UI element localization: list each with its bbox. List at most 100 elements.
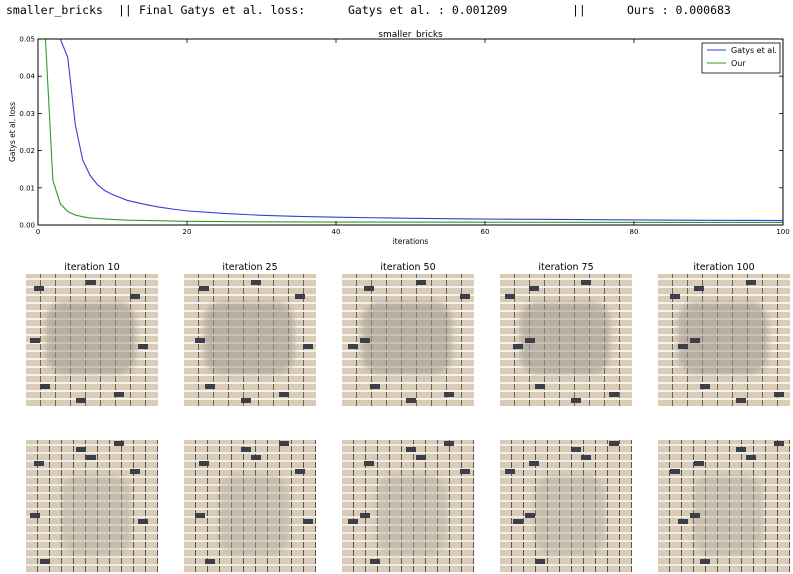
x-axis-label: iterations (393, 237, 429, 246)
blurred-region (362, 302, 452, 374)
header-final-label: Final Gatys et al. loss: (139, 3, 306, 17)
dark-brick (535, 384, 545, 389)
synthesized-texture-ours (184, 440, 316, 572)
dark-brick (700, 384, 710, 389)
x-tick-label: 40 (332, 228, 341, 236)
dark-brick (746, 280, 756, 285)
dark-brick (774, 392, 784, 397)
dark-brick (609, 392, 619, 397)
dark-brick (205, 384, 215, 389)
legend-label: Gatys et al. (731, 46, 777, 55)
plot-frame (37, 38, 784, 226)
dark-brick (360, 513, 370, 518)
dark-brick (40, 384, 50, 389)
x-tick-label: 0 (36, 228, 40, 236)
dark-brick (86, 280, 96, 285)
dark-brick (130, 294, 140, 299)
synthesized-texture-gatys (26, 274, 158, 406)
blurred-region (693, 475, 763, 555)
y-axis-label: Gatys et al. loss (8, 102, 17, 162)
dark-brick (251, 455, 261, 460)
result-header: smaller_bricks || Final Gatys et al. los… (6, 2, 786, 18)
iteration-title: iteration 100 (693, 262, 755, 273)
iteration-title: iteration 10 (64, 262, 120, 273)
dark-brick (86, 455, 96, 460)
dark-brick (241, 447, 251, 452)
dark-brick (581, 455, 591, 460)
dark-brick (505, 469, 515, 474)
iteration-title: iteration 25 (222, 262, 278, 273)
synthesized-texture-ours (342, 440, 474, 572)
synthesized-texture-gatys (658, 274, 790, 406)
dark-brick (241, 398, 251, 403)
dark-brick (76, 398, 86, 403)
dark-brick (114, 392, 124, 397)
y-tick-label: 0.02 (19, 147, 35, 155)
dark-brick (460, 294, 470, 299)
dark-brick (295, 294, 305, 299)
y-tick-label: 0.00 (19, 222, 35, 230)
blurred-region (520, 302, 610, 374)
header-gatys-value: Gatys et al. : 0.001209 (348, 3, 508, 17)
header-separator-2: || (572, 3, 586, 17)
loss-chart: smaller_bricks iterations Gatys et al. l… (8, 30, 790, 246)
y-tick-label: 0.04 (19, 73, 35, 81)
header-ours-value: Ours : 0.000683 (627, 3, 731, 17)
dark-brick (303, 344, 313, 349)
dark-brick (571, 398, 581, 403)
dark-brick (529, 286, 539, 291)
dark-brick (34, 461, 44, 466)
dark-brick (130, 469, 140, 474)
dark-brick (195, 513, 205, 518)
dark-brick (535, 559, 545, 564)
dark-brick (525, 338, 535, 343)
dark-brick (279, 441, 289, 446)
dark-brick (406, 447, 416, 452)
dark-brick (348, 519, 358, 524)
dark-brick (364, 461, 374, 466)
dark-brick (525, 513, 535, 518)
dark-brick (505, 294, 515, 299)
dark-brick (690, 513, 700, 518)
dark-brick (416, 280, 426, 285)
header-texture-name: smaller_bricks (6, 3, 103, 17)
blurred-region (204, 302, 294, 374)
dark-brick (700, 559, 710, 564)
dark-brick (416, 455, 426, 460)
blurred-region (46, 302, 136, 374)
synthesized-texture-ours (26, 440, 158, 572)
dark-brick (694, 461, 704, 466)
series-line-ours (44, 39, 783, 224)
dark-brick (513, 519, 523, 524)
blurred-region (219, 475, 289, 555)
dark-brick (406, 398, 416, 403)
iteration-title: iteration 75 (538, 262, 594, 273)
dark-brick (513, 344, 523, 349)
x-tick-label: 80 (630, 228, 639, 236)
y-tick-label: 0.03 (19, 110, 35, 118)
dark-brick (736, 447, 746, 452)
x-tick-label: 100 (776, 228, 789, 236)
dark-brick (370, 559, 380, 564)
synthesized-texture-ours (658, 440, 790, 572)
chart-title: smaller_bricks (378, 30, 443, 40)
dark-brick (205, 559, 215, 564)
dark-brick (195, 338, 205, 343)
synthesized-texture-ours (500, 440, 632, 572)
dark-brick (30, 513, 40, 518)
dark-brick (609, 441, 619, 446)
dark-brick (444, 441, 454, 446)
series-line-gatys (59, 39, 783, 222)
dark-brick (251, 280, 261, 285)
dark-brick (746, 455, 756, 460)
iteration-title: iteration 50 (380, 262, 436, 273)
dark-brick (694, 286, 704, 291)
y-tick-label: 0.05 (19, 36, 35, 44)
dark-brick (581, 280, 591, 285)
header-separator: || (118, 3, 132, 17)
dark-brick (114, 441, 124, 446)
synthesized-texture-gatys (500, 274, 632, 406)
dark-brick (199, 461, 209, 466)
dark-brick (670, 469, 680, 474)
dark-brick (34, 286, 44, 291)
